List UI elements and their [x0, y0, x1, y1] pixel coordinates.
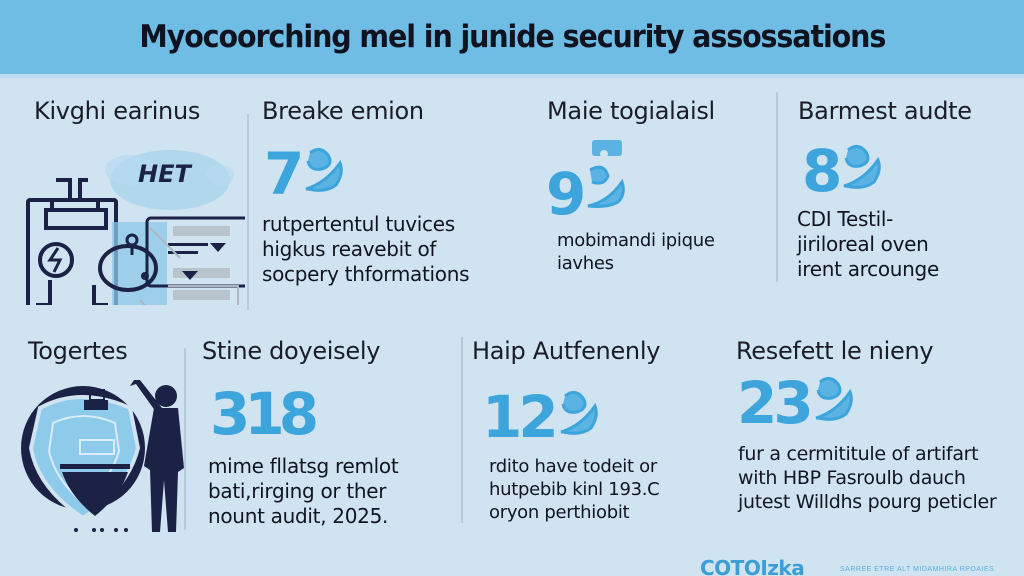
header-banner: Myocoorching mel in junide security asso… — [0, 0, 1024, 74]
footer-logo: COTOIzka — [700, 556, 805, 576]
stat-description: rutpertentul tuvices higkus reavebit of … — [262, 212, 470, 286]
stat-value: 7 — [264, 145, 346, 203]
stat-description: mobimandi ipique iavhes — [557, 230, 715, 274]
panel-label-breake: Breake emion — [262, 97, 424, 125]
stat-description: mime fllatsg remlot bati,rirging or ther… — [208, 454, 399, 528]
percent-swirl-icon — [812, 374, 856, 426]
footer-tagline: SARREE ETRE ALT MIDAMHIRA RPOAIES — [840, 566, 995, 573]
panel-label-kivghi: Kivghi earinus — [34, 97, 201, 125]
header-shadow — [0, 74, 1024, 78]
panel-label-barmest: Barmest audte — [798, 97, 972, 125]
panel-label-haip: Haip Autfenenly — [472, 337, 661, 365]
percent-swirl-icon — [557, 388, 601, 440]
page-title: Myocoorching mel in junide security asso… — [139, 19, 886, 55]
divider — [461, 337, 463, 523]
panel-label-togertes: Togertes — [28, 337, 128, 365]
divider — [184, 348, 186, 530]
divider — [247, 114, 249, 310]
stat-description: fur a cermititule of artifart with HBP F… — [738, 443, 997, 513]
shield-person-icon — [21, 380, 184, 532]
dashboard-lock-icon: HET — [26, 150, 245, 305]
panel-label-maie: Maie togialaisl — [547, 97, 715, 125]
divider — [776, 92, 778, 282]
stat-value: 318 — [210, 380, 319, 448]
percent-swirl-icon — [302, 145, 346, 197]
percent-swirl-icon — [584, 140, 628, 210]
stat-value: 12 — [482, 388, 601, 446]
stat-value: 9 — [546, 140, 628, 223]
stat-value: 23 — [737, 374, 856, 432]
svg-text:HET: HET — [138, 160, 192, 188]
stat-description: rdito have todeit or hutpebib kinl 193.C… — [489, 456, 660, 523]
panel-label-resefett: Resefett le nieny — [736, 337, 934, 365]
stat-description: CDI Testil- jiriloreal oven irent arcoun… — [797, 207, 939, 281]
percent-swirl-icon — [840, 142, 884, 194]
stat-value: 8 — [802, 142, 884, 200]
panel-label-stine: Stine doyeisely — [202, 337, 381, 365]
